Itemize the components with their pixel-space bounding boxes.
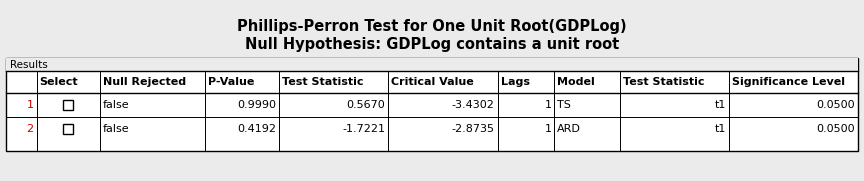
Text: 1: 1 [544,124,551,134]
Text: Lags: Lags [500,77,530,87]
Text: P-Value: P-Value [208,77,254,87]
Text: Results: Results [10,60,48,70]
Bar [63,100,73,110]
Text: Null Rejected: Null Rejected [103,77,186,87]
Bar [6,58,858,151]
Text: Null Hypothesis: GDPLog contains a unit root: Null Hypothesis: GDPLog contains a unit … [245,37,619,52]
Text: Critical Value: Critical Value [391,77,474,87]
Text: -3.4302: -3.4302 [452,100,494,110]
Text: false: false [103,100,130,110]
Text: Phillips-Perron Test for One Unit Root(GDPLog): Phillips-Perron Test for One Unit Root(G… [238,19,626,34]
Text: 0.5670: 0.5670 [346,100,385,110]
Text: TS: TS [557,100,571,110]
Text: 0.4192: 0.4192 [237,124,276,134]
Text: t1: t1 [715,124,726,134]
Text: 1: 1 [544,100,551,110]
Text: t1: t1 [715,100,726,110]
Text: 1: 1 [27,100,34,110]
Text: 0.0500: 0.0500 [816,124,855,134]
Text: 0.9990: 0.9990 [237,100,276,110]
Text: -2.8735: -2.8735 [452,124,494,134]
Bar [6,58,858,71]
Text: Significance Level: Significance Level [732,77,845,87]
Text: Model: Model [557,77,595,87]
Text: 2: 2 [27,124,34,134]
Text: -1.7221: -1.7221 [342,124,385,134]
Text: 0.0500: 0.0500 [816,100,855,110]
Text: Select: Select [40,77,79,87]
Text: ARD: ARD [557,124,581,134]
Text: false: false [103,124,130,134]
Text: Test Statistic: Test Statistic [623,77,704,87]
Bar [63,124,73,134]
Text: Test Statistic: Test Statistic [282,77,364,87]
